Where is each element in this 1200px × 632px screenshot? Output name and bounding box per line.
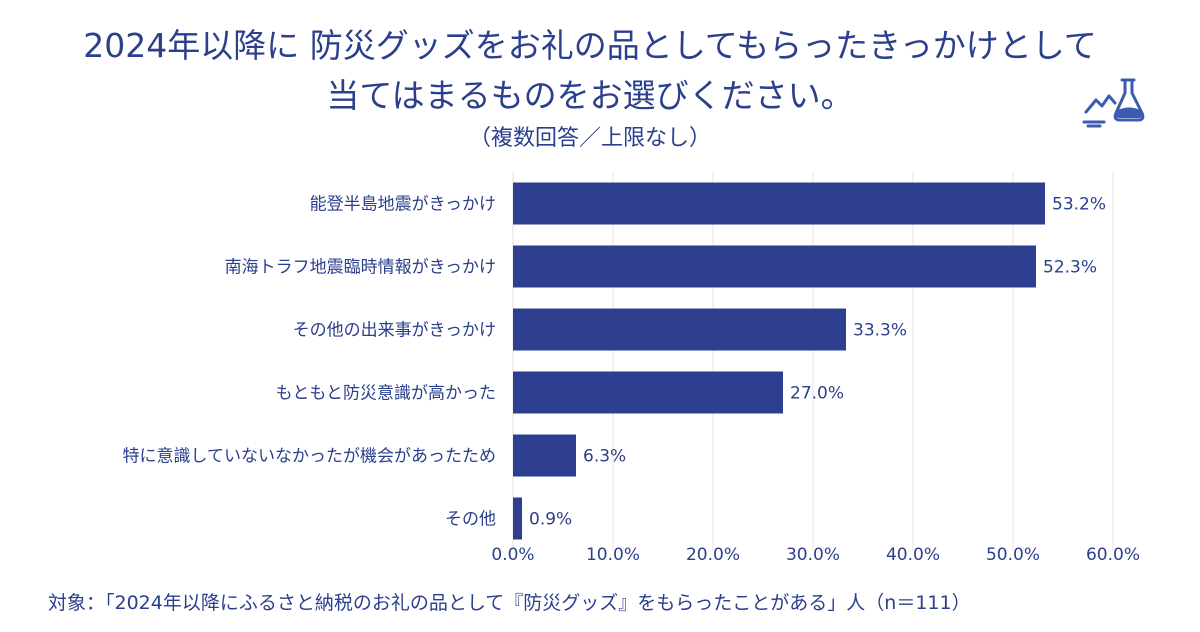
- value-label: 33.3%: [853, 321, 907, 341]
- flask-landscape-icon: [1082, 78, 1145, 128]
- category-label: その他: [445, 510, 496, 530]
- footnote: 対象：「2024年以降にふるさと納税のお礼の品として『防災グッズ』をもらったこと…: [48, 592, 971, 614]
- x-tick-label: 10.0%: [586, 545, 640, 565]
- bar: [513, 497, 522, 540]
- x-tick-label: 50.0%: [986, 545, 1040, 565]
- bar: [513, 434, 576, 477]
- chart-title-line-2: 当てはまるものをお選びください。: [326, 76, 854, 115]
- value-label: 6.3%: [583, 447, 626, 467]
- x-tick-label: 20.0%: [686, 545, 740, 565]
- category-label: 南海トラフ地震臨時情報がきっかけ: [225, 258, 496, 278]
- bar: [513, 245, 1036, 288]
- category-label: 能登半島地震がきっかけ: [310, 195, 496, 215]
- bar: [513, 371, 783, 414]
- bar: [513, 182, 1045, 225]
- value-label: 53.2%: [1052, 195, 1106, 215]
- chart-subtitle: （複数回答／上限なし）: [468, 126, 711, 151]
- x-tick-label: 60.0%: [1086, 545, 1140, 565]
- value-label: 27.0%: [790, 384, 844, 404]
- category-label: もともと防災意識が高かった: [276, 384, 496, 404]
- value-label: 52.3%: [1043, 258, 1097, 278]
- x-tick-label: 0.0%: [491, 545, 534, 565]
- chart-title-line-1: 2024年以降に 防災グッズをお礼の品としてもらったきっかけとして: [83, 26, 1097, 65]
- bar: [513, 308, 846, 351]
- category-label: その他の出来事がきっかけ: [293, 321, 496, 341]
- value-label: 0.9%: [529, 510, 572, 530]
- category-label: 特に意識していないなかったが機会があったため: [123, 447, 497, 467]
- x-tick-label: 30.0%: [786, 545, 840, 565]
- x-tick-label: 40.0%: [886, 545, 940, 565]
